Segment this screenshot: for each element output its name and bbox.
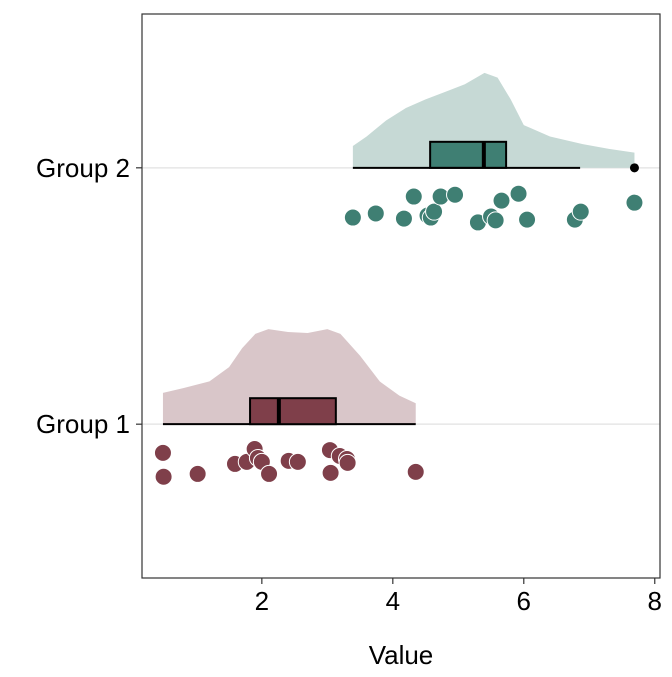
plot-frame <box>141 13 661 579</box>
y-axis: Group 1 Group 2 <box>36 153 142 439</box>
data-point <box>406 462 425 481</box>
x-axis: 2 4 6 8 <box>255 578 662 616</box>
x-tick-label: 2 <box>255 586 269 616</box>
data-point <box>260 464 279 483</box>
data-point <box>338 453 357 472</box>
data-points <box>153 184 644 486</box>
data-point <box>571 202 590 221</box>
x-tick-label: 8 <box>648 586 662 616</box>
data-point <box>625 193 644 212</box>
box <box>249 397 337 426</box>
data-point <box>154 467 173 486</box>
density-cloud <box>162 329 416 425</box>
data-point <box>425 202 444 221</box>
y-tick-label: Group 1 <box>36 409 130 439</box>
data-point <box>394 209 413 228</box>
data-point <box>343 208 362 227</box>
data-point <box>404 187 423 206</box>
box <box>429 140 508 169</box>
data-point <box>321 463 340 482</box>
data-point <box>153 443 172 462</box>
boxplots <box>162 140 639 426</box>
data-point <box>366 204 385 223</box>
data-point <box>446 185 465 204</box>
outlier-point <box>629 163 639 173</box>
density-clouds <box>162 72 635 425</box>
x-axis-label: Value <box>369 640 434 670</box>
x-tick-label: 4 <box>386 586 400 616</box>
data-point <box>486 211 505 230</box>
data-point <box>288 452 307 471</box>
data-point <box>509 184 528 203</box>
density-cloud <box>352 72 635 168</box>
data-point <box>492 191 511 210</box>
y-tick-label: Group 2 <box>36 153 130 183</box>
data-point <box>188 464 207 483</box>
data-point <box>518 210 537 229</box>
x-tick-label: 6 <box>517 586 531 616</box>
